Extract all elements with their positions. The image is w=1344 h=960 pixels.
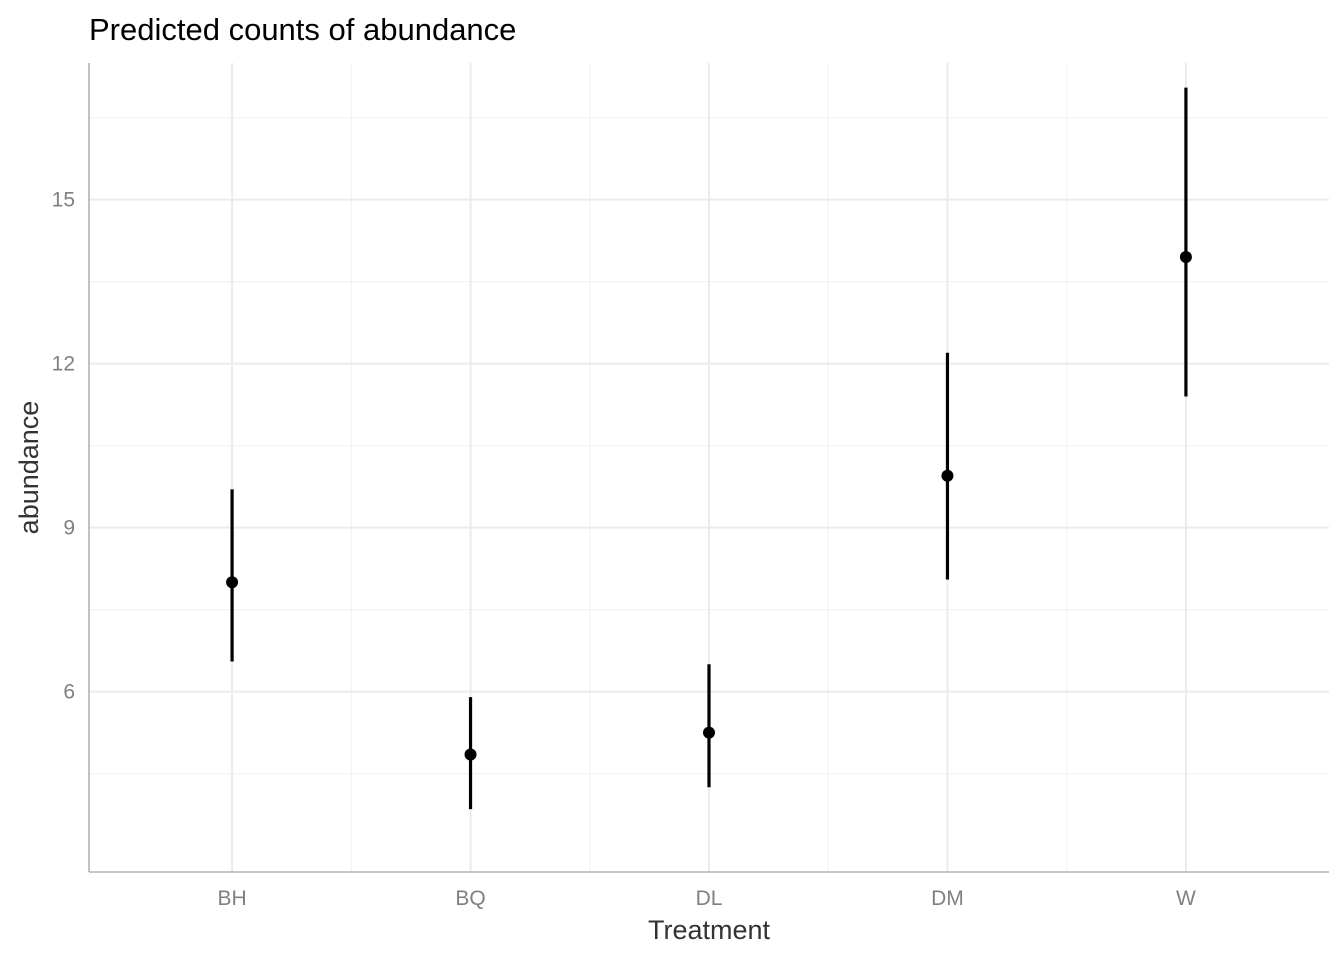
- point-bq: [464, 748, 477, 761]
- x-tick-label: DM: [931, 887, 964, 910]
- data-marks: [226, 87, 1192, 810]
- y-tick-label: 12: [52, 353, 75, 376]
- y-tick-labels: 6 9 12 15: [52, 189, 75, 704]
- y-tick-label: 15: [52, 189, 75, 212]
- x-tick-labels: BH BQ DL DM W: [217, 887, 1196, 910]
- x-tick-label: DL: [696, 887, 723, 910]
- y-tick-label: 9: [63, 517, 75, 540]
- y-tick-label: 6: [63, 681, 75, 704]
- point-dm: [941, 469, 954, 482]
- point-bh: [226, 576, 239, 589]
- x-tick-label: BQ: [455, 887, 485, 910]
- chart-title: Predicted counts of abundance: [89, 12, 516, 47]
- point-dl: [703, 726, 715, 739]
- x-axis-title: Treatment: [648, 915, 771, 945]
- x-tick-label: W: [1176, 887, 1196, 910]
- x-tick-label: BH: [217, 887, 246, 910]
- point-w: [1179, 251, 1192, 264]
- y-axis-title: abundance: [14, 401, 44, 535]
